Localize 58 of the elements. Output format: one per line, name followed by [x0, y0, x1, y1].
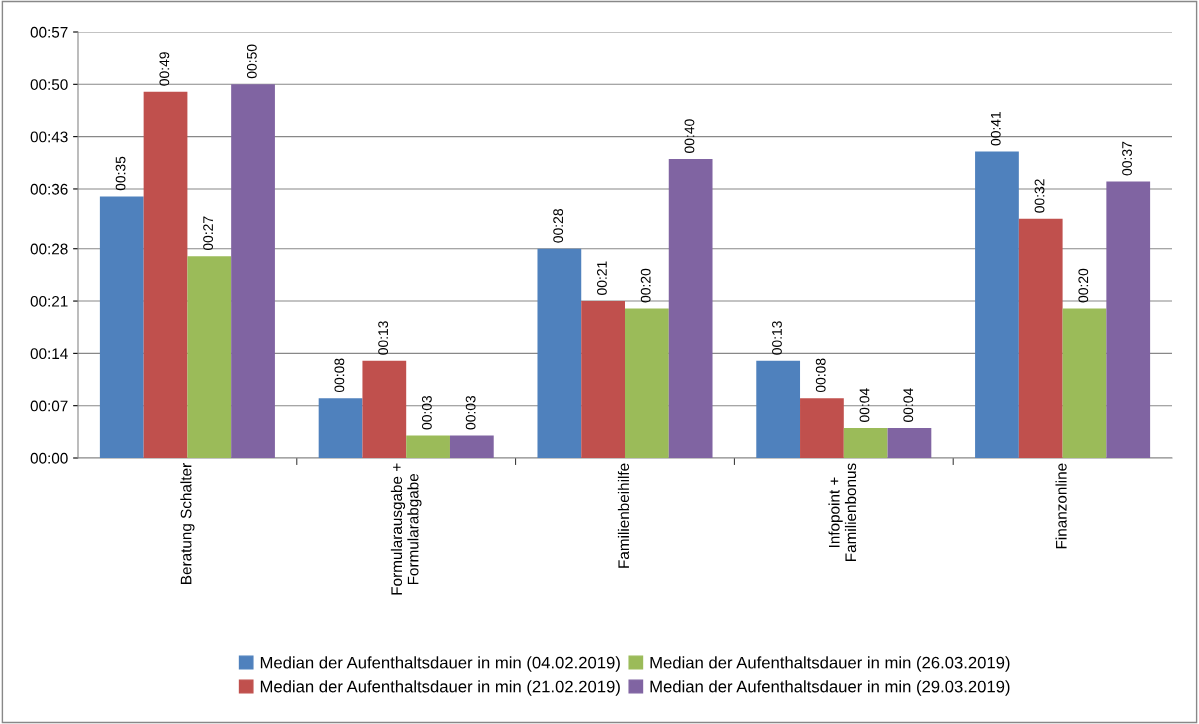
bar: [800, 398, 844, 458]
bar: [843, 428, 888, 458]
x-tick-label: Infopoint + Familienbonus: [828, 463, 857, 561]
data-label: 00:13: [378, 321, 389, 355]
x-tick-label: Beratung Schalter: [180, 463, 195, 584]
data-label: 00:32: [1034, 179, 1045, 213]
data-label: 00:40: [684, 119, 695, 153]
bar: [143, 91, 188, 458]
y-tick-label: 00:28: [30, 243, 68, 255]
legend-label: Median der Aufenthaltsdauer in min (21.02.2019): [260, 680, 620, 696]
bar: [887, 428, 932, 458]
y-tick-label: 00:50: [30, 79, 68, 90]
legend-label: Median der Aufenthaltsdauer in min (26.03.2019): [650, 656, 1010, 672]
data-label: 00:08: [815, 358, 826, 393]
data-label: 00:08: [334, 358, 345, 393]
bar: [231, 84, 275, 458]
x-tick-label: Familienbeihilfe: [617, 463, 630, 568]
data-label: 00:28: [553, 209, 564, 243]
bar: [1106, 181, 1151, 458]
bar: [187, 256, 232, 458]
y-tick-label: 00:21: [30, 295, 68, 307]
data-label: 00:03: [465, 395, 476, 430]
x-tick-label: Finanzonline: [1055, 463, 1067, 549]
data-label: 00:41: [990, 111, 1001, 146]
data-label: 00:20: [640, 268, 651, 303]
bar: [99, 196, 144, 458]
bar: [668, 159, 713, 458]
bar: [975, 151, 1019, 458]
bar: [581, 301, 625, 458]
data-label: 00:50: [246, 44, 257, 79]
data-label: 00:20: [1078, 268, 1089, 303]
data-label: 00:04: [903, 388, 914, 423]
data-label: 00:27: [203, 216, 214, 251]
legend-label: Median der Aufenthaltsdauer in min (29.03.2019): [650, 680, 1010, 696]
data-label: 00:13: [772, 321, 782, 355]
data-label: 00:04: [859, 388, 870, 423]
bar: [756, 360, 801, 458]
data-label: 00:37: [1122, 141, 1132, 176]
y-tick-label: 00:14: [30, 348, 68, 360]
bar: [537, 248, 582, 458]
legend-label: Median der Aufenthaltsdauer in min (04.02.2019): [260, 656, 620, 672]
bar: [449, 435, 494, 458]
bar: [362, 360, 407, 458]
y-tick-label: 00:57: [30, 26, 68, 38]
x-tick-label: Formularausgabe + Formularabgabe: [390, 463, 422, 595]
y-tick-label: 00:07: [30, 400, 68, 412]
data-label: 00:49: [159, 52, 170, 86]
y-tick-label: 00:43: [30, 131, 68, 143]
y-tick-label: 00:36: [30, 183, 68, 195]
bar: [406, 435, 450, 458]
y-tick-label: 00:00: [30, 452, 68, 464]
bar: [625, 308, 669, 458]
bar: [1018, 218, 1063, 458]
data-label: 00:21: [597, 261, 607, 295]
bar: [1062, 308, 1107, 458]
data-label: 00:35: [115, 156, 126, 191]
data-label: 00:03: [421, 395, 432, 430]
bar: [318, 398, 363, 458]
